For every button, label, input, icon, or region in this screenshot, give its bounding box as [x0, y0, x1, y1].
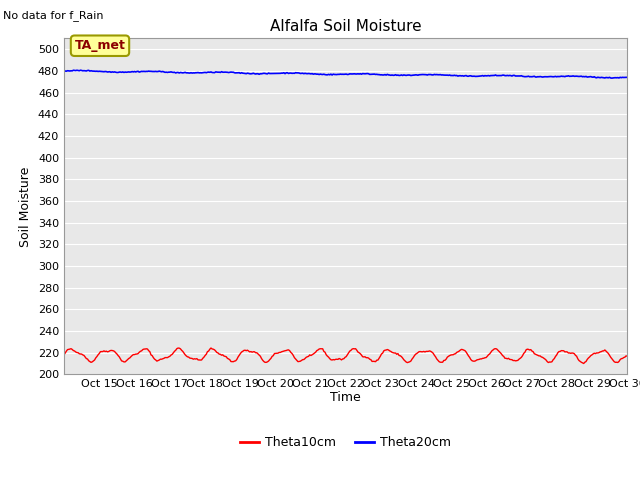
Theta20cm — [573, 73, 580, 79]
Title: Alfalfa Soil Moisture: Alfalfa Soil Moisture — [270, 20, 421, 35]
Theta10cm — [237, 351, 244, 357]
Theta20cm — [623, 74, 631, 80]
Theta20cm — [403, 72, 411, 78]
Theta20cm — [77, 67, 84, 73]
Theta10cm — [573, 353, 580, 359]
Theta10cm — [623, 353, 631, 359]
Theta20cm — [476, 73, 483, 79]
X-axis label: Time: Time — [330, 391, 361, 404]
Theta10cm — [376, 353, 384, 359]
Theta10cm — [580, 360, 588, 366]
Line: Theta20cm: Theta20cm — [64, 70, 627, 78]
Theta20cm — [237, 71, 244, 76]
Theta10cm — [60, 352, 68, 358]
Theta20cm — [299, 71, 307, 76]
Theta20cm — [376, 72, 384, 78]
Theta10cm — [403, 360, 411, 365]
Theta10cm — [476, 357, 483, 362]
Theta10cm — [207, 345, 215, 351]
Theta10cm — [299, 357, 307, 362]
Text: TA_met: TA_met — [74, 39, 125, 52]
Line: Theta10cm: Theta10cm — [64, 348, 627, 363]
Theta20cm — [608, 75, 616, 81]
Legend: Theta10cm, Theta20cm: Theta10cm, Theta20cm — [236, 431, 456, 454]
Y-axis label: Soil Moisture: Soil Moisture — [19, 166, 33, 247]
Text: No data for f_Rain: No data for f_Rain — [3, 11, 104, 22]
Theta20cm — [60, 68, 68, 74]
